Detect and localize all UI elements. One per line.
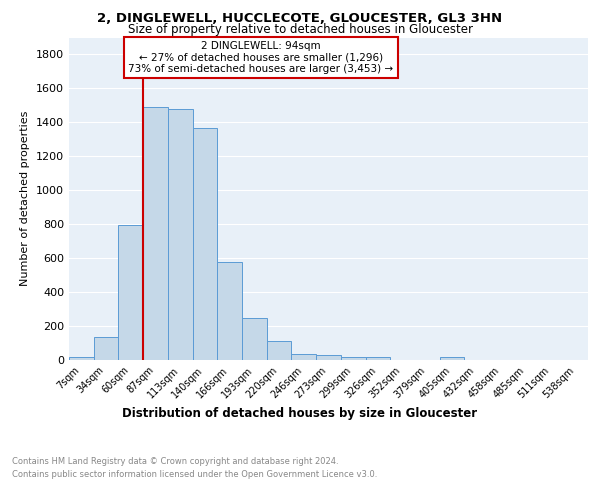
Text: 2 DINGLEWELL: 94sqm
← 27% of detached houses are smaller (1,296)
73% of semi-det: 2 DINGLEWELL: 94sqm ← 27% of detached ho… xyxy=(128,40,394,74)
Bar xyxy=(242,318,267,360)
Bar xyxy=(341,358,365,360)
Bar xyxy=(69,356,94,360)
Text: Contains public sector information licensed under the Open Government Licence v3: Contains public sector information licen… xyxy=(12,470,377,479)
Text: Distribution of detached houses by size in Gloucester: Distribution of detached houses by size … xyxy=(122,408,478,420)
Text: Size of property relative to detached houses in Gloucester: Size of property relative to detached ho… xyxy=(128,22,473,36)
Bar xyxy=(365,357,390,360)
Bar xyxy=(118,225,143,360)
Bar xyxy=(316,355,341,360)
Bar xyxy=(267,341,292,360)
Bar xyxy=(193,128,217,360)
Bar xyxy=(168,109,193,360)
Bar xyxy=(143,107,168,360)
Bar xyxy=(440,357,464,360)
Bar xyxy=(217,262,242,360)
Bar xyxy=(292,354,316,360)
Text: 2, DINGLEWELL, HUCCLECOTE, GLOUCESTER, GL3 3HN: 2, DINGLEWELL, HUCCLECOTE, GLOUCESTER, G… xyxy=(97,12,503,26)
Bar xyxy=(94,337,118,360)
Y-axis label: Number of detached properties: Number of detached properties xyxy=(20,111,31,286)
Text: Contains HM Land Registry data © Crown copyright and database right 2024.: Contains HM Land Registry data © Crown c… xyxy=(12,458,338,466)
